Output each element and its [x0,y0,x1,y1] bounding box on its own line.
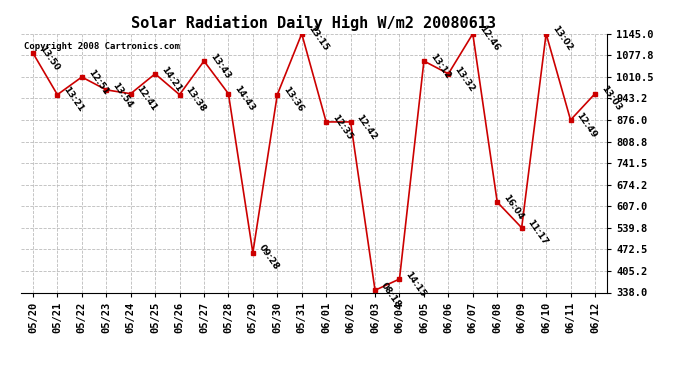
Text: 12:42: 12:42 [355,112,379,141]
Text: 13:54: 13:54 [110,81,135,109]
Text: 13:43: 13:43 [208,52,232,80]
Text: 11:17: 11:17 [526,218,550,247]
Text: 08:18: 08:18 [380,281,403,309]
Text: 13:38: 13:38 [184,86,208,114]
Text: 14:43: 14:43 [233,84,257,113]
Text: Copyright 2008 Cartronics.com: Copyright 2008 Cartronics.com [23,42,179,51]
Text: 13:15: 13:15 [306,24,330,53]
Text: 14:21: 14:21 [159,64,183,93]
Text: 13:50: 13:50 [37,44,61,72]
Text: 12:51: 12:51 [86,68,110,96]
Text: 16:04: 16:04 [502,193,525,221]
Text: 13:32: 13:32 [453,64,476,93]
Text: 12:46: 12:46 [477,24,501,53]
Text: 13:03: 13:03 [599,84,623,113]
Text: 12:35: 12:35 [331,112,354,141]
Text: 12:41: 12:41 [135,84,159,113]
Text: 13:21: 13:21 [61,86,86,114]
Text: 13:12: 13:12 [428,52,452,80]
Text: 13:36: 13:36 [282,86,305,114]
Text: 09:28: 09:28 [257,243,281,272]
Text: 14:15: 14:15 [404,270,428,298]
Text: 13:02: 13:02 [550,24,574,53]
Text: 12:49: 12:49 [575,111,599,140]
Title: Solar Radiation Daily High W/m2 20080613: Solar Radiation Daily High W/m2 20080613 [132,15,496,31]
